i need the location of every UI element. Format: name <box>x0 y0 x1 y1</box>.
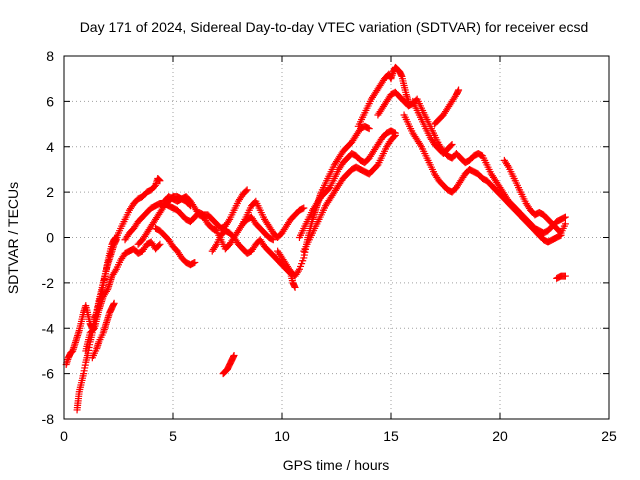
data-points <box>62 63 569 414</box>
data-point <box>269 236 277 244</box>
data-point <box>300 204 308 212</box>
chart-title: Day 171 of 2024, Sidereal Day-to-day VTE… <box>80 19 589 35</box>
grid-lines <box>64 56 609 419</box>
data-point <box>448 140 456 148</box>
y-tick-label: -6 <box>42 366 55 382</box>
data-point <box>416 141 424 149</box>
data-point <box>561 272 569 280</box>
x-tick-label: 25 <box>601 428 617 444</box>
x-tick-label: 15 <box>383 428 399 444</box>
data-point <box>156 240 164 248</box>
data-point <box>230 351 238 359</box>
data-point <box>391 131 399 139</box>
y-tick-label: 8 <box>46 48 54 64</box>
y-tick-label: -4 <box>42 320 55 336</box>
x-tick-label: 20 <box>492 428 508 444</box>
data-point <box>294 267 302 275</box>
y-tick-label: -8 <box>42 411 55 427</box>
data-point <box>110 299 118 307</box>
data-point <box>447 142 455 150</box>
data-point <box>242 187 250 195</box>
x-tick-label: 5 <box>169 428 177 444</box>
y-tick-label: 0 <box>46 230 54 246</box>
data-point <box>225 217 233 225</box>
data-point <box>365 125 373 133</box>
data-point <box>111 267 119 275</box>
x-axis-label: GPS time / hours <box>283 457 390 473</box>
data-point <box>561 220 569 228</box>
data-point <box>504 161 512 169</box>
y-axis-label: SDTVAR / TECUs <box>5 182 21 294</box>
x-tick-label: 0 <box>60 428 68 444</box>
data-point <box>191 258 199 266</box>
y-tick-label: 4 <box>46 139 54 155</box>
y-tick-label: 2 <box>46 184 54 200</box>
y-tick-label: -2 <box>42 275 55 291</box>
data-point <box>243 186 251 194</box>
plot-frame <box>63 55 610 420</box>
data-point <box>291 283 299 291</box>
axis-ticks: 0 5 10 15 20 25 -8 -6 -4 -2 0 2 4 6 8 <box>42 48 617 444</box>
y-tick-label: 6 <box>46 93 54 109</box>
data-point <box>89 325 97 333</box>
x-tick-label: 10 <box>274 428 290 444</box>
data-point <box>156 177 164 185</box>
data-point <box>561 213 569 221</box>
data-point <box>155 241 163 249</box>
data-point <box>103 287 111 295</box>
data-point <box>455 86 463 94</box>
data-point <box>390 133 398 141</box>
data-point <box>212 242 220 250</box>
